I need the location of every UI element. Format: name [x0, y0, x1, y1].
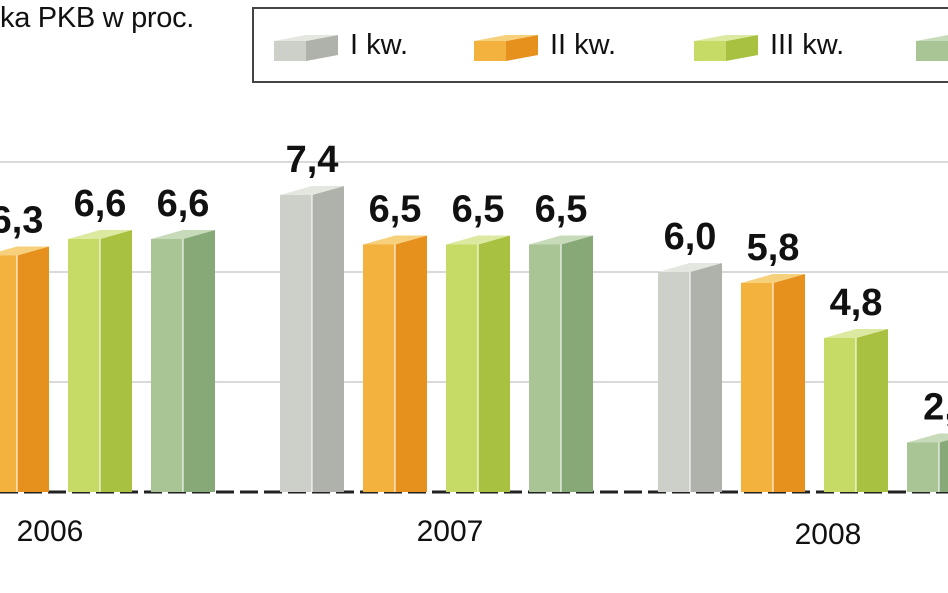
bar-top: [824, 329, 888, 338]
bar-top: [363, 235, 427, 245]
bar-top: [68, 230, 132, 239]
bar-top: [280, 186, 344, 195]
bar-top: [446, 235, 510, 245]
bar-side: [856, 329, 888, 492]
legend-box-side: [726, 35, 758, 61]
year-label-2008: 2008: [795, 518, 862, 551]
year-label-2006: 2006: [17, 515, 84, 548]
legend-label-q2: II kw.: [550, 29, 617, 61]
data-label: 6,6: [157, 183, 210, 225]
chart-title: ka PKB w proc.: [0, 2, 195, 34]
legend-box-front: [916, 41, 948, 61]
legend-swatch-q4: [916, 35, 948, 61]
data-label: 6,5: [452, 189, 505, 231]
bar-front: [363, 244, 395, 492]
bar-side: [478, 235, 510, 492]
bar-2007-q3: [446, 235, 510, 492]
bar-top: [658, 263, 722, 272]
data-label: 6,5: [369, 189, 422, 231]
bar-2008-q1: [658, 263, 722, 492]
data-label: 6,3: [0, 200, 43, 242]
bar-side: [17, 246, 49, 492]
legend-box-side: [306, 35, 338, 61]
bar-side: [183, 230, 215, 492]
bar-2007-q1: [280, 186, 344, 492]
bar-front: [907, 442, 939, 492]
legend: I kw. II kw. III kw.: [252, 7, 948, 83]
legend-box-front: [474, 41, 506, 61]
bar-top: [0, 246, 49, 256]
legend-box-top: [474, 35, 538, 41]
bar-front: [68, 239, 100, 492]
bar-front: [529, 244, 561, 492]
legend-box-top: [916, 35, 948, 41]
bar-front: [280, 195, 312, 492]
bar-front: [446, 244, 478, 492]
bar-top: [151, 230, 215, 239]
bar-side: [561, 235, 593, 492]
legend-box-top: [694, 35, 758, 41]
data-label: 5,8: [747, 227, 800, 269]
legend-box-top: [274, 35, 338, 41]
bar-2008-q4: [907, 433, 948, 492]
bar-side: [690, 263, 722, 492]
legend-swatch-q3: [694, 35, 758, 61]
legend-label-q1: I kw.: [350, 29, 409, 61]
bar-front: [151, 239, 183, 492]
bar-side: [312, 186, 344, 492]
data-label: 2,: [923, 387, 948, 429]
year-label-2007: 2007: [417, 515, 484, 548]
bar-front: [824, 338, 856, 492]
data-label: 6,0: [664, 216, 717, 258]
data-label: 4,8: [830, 282, 883, 324]
data-label: 6,5: [535, 189, 588, 231]
legend-label-q3: III kw.: [770, 29, 845, 61]
bar-2006-q2: [0, 246, 49, 492]
bar-front: [741, 283, 773, 492]
bar-front: [0, 255, 17, 492]
legend-box-front: [274, 41, 306, 61]
legend-box-side: [506, 35, 538, 61]
legend-swatch-q1: [274, 35, 338, 61]
bar-2006-q4: [151, 230, 215, 492]
bar-2007-q4: [529, 235, 593, 492]
bar-2006-q3: [68, 230, 132, 492]
bar-top: [741, 274, 805, 283]
bar-top: [529, 235, 593, 245]
bar-side: [773, 274, 805, 492]
bar-2007-q2: [363, 235, 427, 492]
bar-2008-q3: [824, 329, 888, 492]
bar-side: [939, 439, 948, 492]
data-label: 6,6: [74, 183, 127, 225]
bar-2008-q2: [741, 274, 805, 492]
bar-side: [395, 235, 427, 492]
legend-swatch-q2: [474, 35, 538, 61]
data-label: 7,4: [286, 139, 339, 181]
bar-front: [658, 272, 690, 492]
legend-box-front: [694, 41, 726, 61]
bar-side: [100, 230, 132, 492]
bar-top: [907, 433, 948, 443]
